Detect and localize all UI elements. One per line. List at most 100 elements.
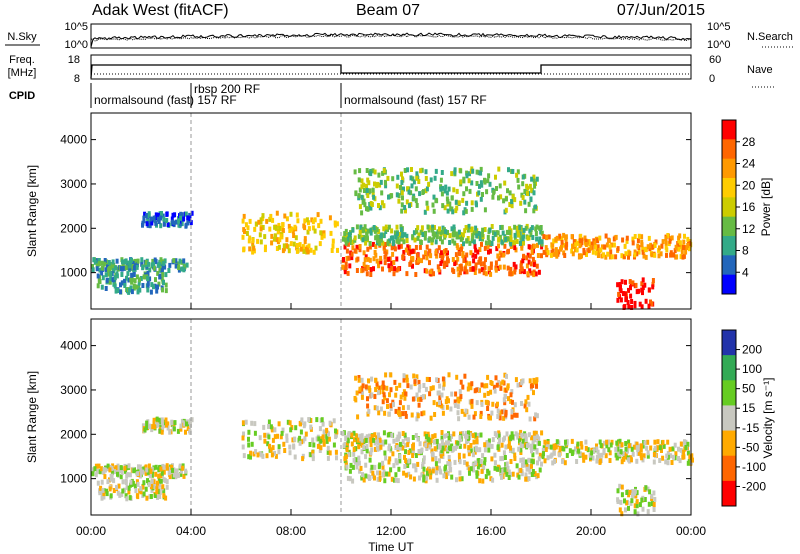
power-cell <box>460 246 463 252</box>
power-cell <box>150 262 154 268</box>
power-cell <box>594 244 598 250</box>
power-cell <box>136 289 140 295</box>
power-cell <box>257 219 261 225</box>
power-cell <box>104 286 108 291</box>
velocity-cell <box>555 439 559 445</box>
power-cell <box>97 261 101 267</box>
power-cell <box>596 238 600 244</box>
power-cell <box>411 176 415 182</box>
velocity-cell <box>356 437 360 443</box>
power-cell <box>513 245 517 251</box>
velocity-cell <box>378 462 382 468</box>
power-cell <box>414 186 418 192</box>
power-cell <box>462 241 465 247</box>
velocity-cell <box>630 489 634 494</box>
power-cell <box>439 186 443 192</box>
velocity-cell <box>311 456 315 462</box>
velocity-cell <box>457 416 461 422</box>
velocity-cell <box>509 445 512 451</box>
velocity-cell <box>447 455 451 460</box>
velocity-cell <box>369 437 373 443</box>
power-cell <box>484 271 488 277</box>
power-cell <box>502 264 506 270</box>
velocity-cell <box>466 386 470 392</box>
velocity-cell <box>145 467 149 473</box>
velocity-cell <box>510 409 514 414</box>
velocity-cell <box>299 429 303 435</box>
power-cell <box>355 268 359 273</box>
power-cell <box>372 225 376 230</box>
power-cell <box>529 197 533 203</box>
velocity-cell <box>442 473 446 479</box>
velocity-cell <box>406 437 410 443</box>
velocity-cell <box>424 386 428 392</box>
power-cell <box>307 220 310 226</box>
velocity-cell <box>496 445 500 451</box>
velocity-cell <box>398 454 402 460</box>
power-cell <box>160 211 163 216</box>
velocity-cell <box>352 447 356 452</box>
velocity-cell <box>483 392 487 398</box>
power-cell <box>153 257 157 263</box>
velocity-cell <box>525 407 529 413</box>
velocity-cell <box>462 453 466 459</box>
velocity-cell <box>153 484 157 489</box>
power-cell <box>350 255 354 261</box>
velocity-cell <box>124 468 127 474</box>
power-cell <box>472 258 476 264</box>
power-cell <box>153 218 157 224</box>
velocity-cell <box>292 443 296 449</box>
velocity-cell <box>637 443 641 449</box>
power-cell <box>669 236 672 242</box>
power-cell <box>362 182 365 188</box>
power-cell <box>108 265 112 271</box>
velocity-cell <box>364 462 368 468</box>
velocity-cell <box>100 466 104 472</box>
power-cell <box>578 238 582 244</box>
power-cell <box>397 239 401 245</box>
velocity-cell <box>534 412 538 418</box>
velocity-cell <box>507 396 510 402</box>
power-cell <box>146 275 150 281</box>
velocity-cell <box>150 478 154 484</box>
velocity-cell <box>509 459 513 464</box>
velocity-cell <box>106 463 110 469</box>
power-cbar-tick-label: 24 <box>742 157 756 171</box>
power-cell <box>522 240 525 246</box>
power-cell <box>478 247 482 252</box>
power-cell <box>261 225 265 230</box>
power-cell <box>506 236 509 242</box>
velocity-cell <box>580 444 584 450</box>
power-cell <box>631 236 635 242</box>
velocity-cell <box>519 450 523 455</box>
power-cell <box>542 249 546 255</box>
power-cell <box>360 178 364 184</box>
power-cell <box>124 259 127 265</box>
velocity-cell <box>394 392 398 398</box>
power-cell <box>499 194 503 200</box>
velocity-cell <box>422 455 426 461</box>
power-cell <box>369 227 373 233</box>
velocity-cell <box>672 454 675 460</box>
velocity-cell <box>125 496 129 502</box>
power-cell <box>540 244 544 250</box>
power-cell <box>594 250 598 256</box>
velocity-cell <box>360 377 364 383</box>
velocity-cell <box>668 446 672 452</box>
power-cell <box>664 240 668 246</box>
power-cell <box>381 240 385 246</box>
power-cell <box>463 254 467 260</box>
velocity-cell <box>500 442 504 448</box>
velocity-cell <box>531 440 535 446</box>
velocity-cell <box>260 452 264 458</box>
power-cell <box>450 171 454 177</box>
velocity-cell <box>625 500 629 506</box>
power-cell <box>386 175 390 181</box>
power-cell <box>666 233 670 238</box>
power-cell <box>527 259 531 265</box>
velocity-cell <box>558 446 562 451</box>
power-cell <box>633 252 637 258</box>
velocity-cell <box>242 453 246 459</box>
power-cell <box>346 236 350 242</box>
velocity-cell <box>677 446 680 452</box>
